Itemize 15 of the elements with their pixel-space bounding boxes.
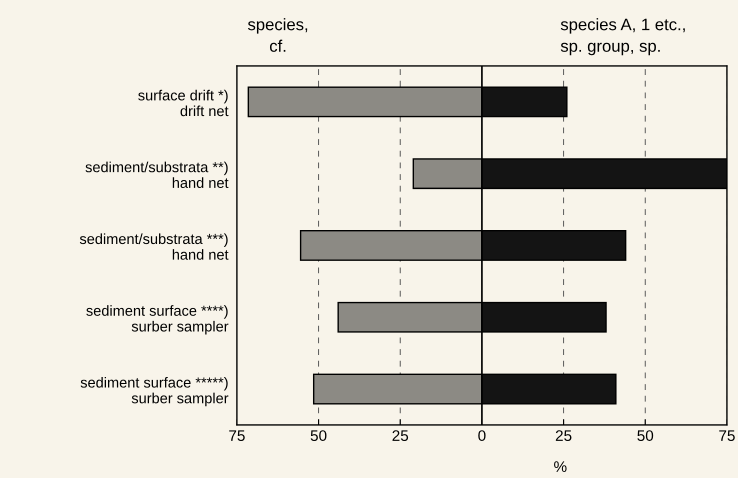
y-tick-label: sediment/substrata **) hand net	[86, 162, 228, 188]
text: species A, 1 etc., sp. group, sp.	[560, 18, 685, 56]
y-tick-label: surface drift *) drift net	[138, 90, 228, 116]
x-tick-label: 25	[392, 430, 408, 442]
y-tick-label: sediment/substrata ***) hand net	[80, 233, 228, 260]
x-tick-label: 75	[719, 430, 735, 442]
x-tick-label: 50	[310, 430, 326, 442]
x-tick-label: 75	[229, 430, 245, 442]
y-tick-label: sediment surface ****) surber sampler	[86, 305, 228, 334]
x-tick-label: 0	[478, 430, 486, 442]
text: species, cf.	[248, 18, 308, 52]
x-axis-title: %	[554, 461, 567, 472]
x-tick-label: 25	[556, 430, 572, 442]
y-tick-label: sediment surface *****) surber sampler	[80, 376, 228, 406]
x-tick-label: 50	[637, 430, 654, 442]
